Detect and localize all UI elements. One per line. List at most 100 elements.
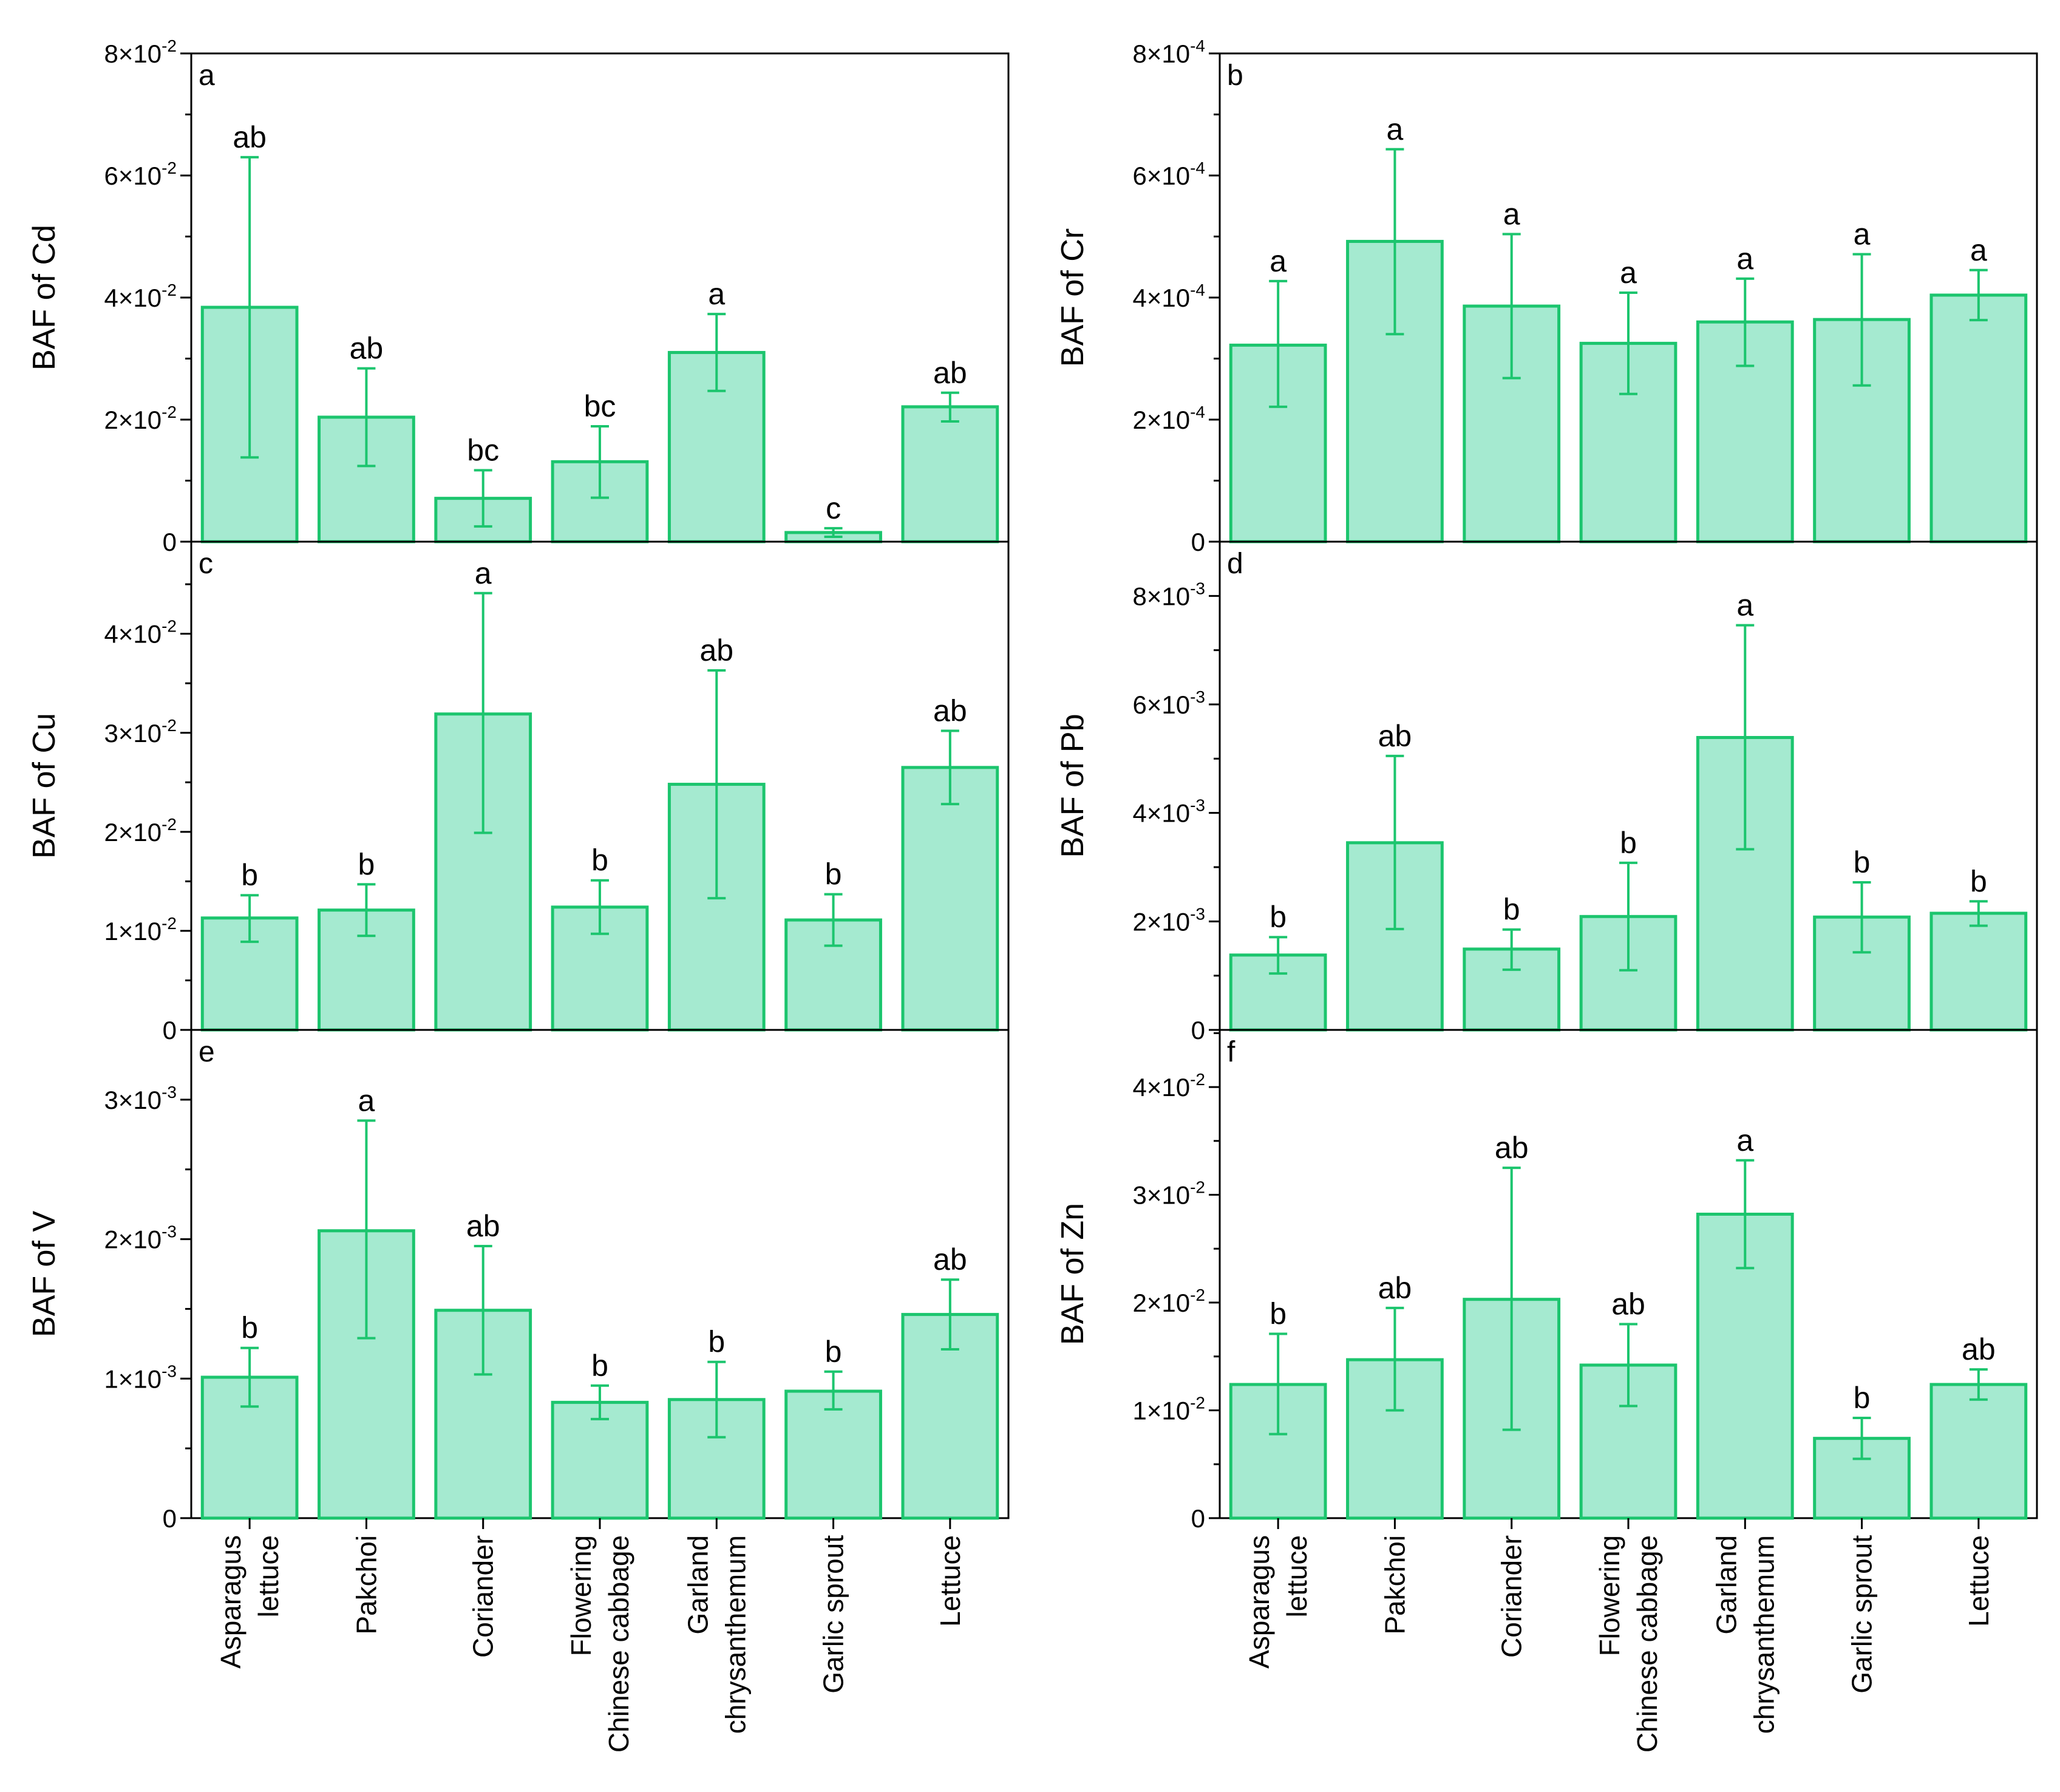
x-category-label: chrysanthemum — [1748, 1535, 1780, 1734]
y-tick-label-exponent: -3 — [1190, 796, 1205, 815]
significance-label: ab — [699, 633, 733, 667]
y-tick-label-mantissa: 0 — [1191, 528, 1205, 556]
x-category-label: Pakchoi — [1379, 1535, 1410, 1635]
y-tick-label: 2×10-2 — [1132, 1286, 1205, 1317]
bar — [551, 1400, 649, 1520]
x-category-label: Coriander — [1496, 1535, 1528, 1658]
y-tick-label: 4×10-2 — [1132, 1070, 1205, 1102]
y-tick-label: 4×10-2 — [104, 617, 177, 649]
significance-label: b — [241, 1311, 258, 1345]
x-category-label: Garlic sprout — [818, 1535, 849, 1694]
significance-label: b — [1620, 826, 1637, 860]
significance-label: b — [1503, 893, 1520, 927]
x-category-label: Flowering — [1594, 1535, 1625, 1656]
y-tick-label-exponent: -2 — [161, 158, 177, 177]
y-tick-label: 6×10-4 — [1132, 158, 1205, 190]
significance-label: b — [1970, 864, 1987, 898]
significance-label: a — [1387, 112, 1404, 146]
significance-label: bc — [584, 389, 616, 423]
y-tick-label-exponent: -2 — [161, 914, 177, 933]
y-tick-label-mantissa: 4×10 — [104, 620, 161, 649]
y-tick-label-mantissa: 8×10 — [1132, 582, 1190, 610]
y-tick-label-mantissa: 0 — [163, 1016, 177, 1044]
y-tick-label: 0 — [163, 528, 177, 556]
y-tick-label-mantissa: 6×10 — [1132, 690, 1190, 719]
y-axis-title: BAF of V — [27, 1211, 62, 1337]
y-tick-label-exponent: -3 — [161, 1361, 177, 1380]
y-tick-label-mantissa: 2×10 — [104, 406, 161, 434]
y-tick-label: 1×10-2 — [1132, 1394, 1205, 1425]
y-tick-label: 8×10-2 — [104, 36, 177, 68]
x-category-label: Garlic sprout — [1846, 1535, 1878, 1694]
x-category-label: lettuce — [1281, 1535, 1313, 1618]
significance-label: ab — [933, 1242, 967, 1276]
y-tick-label-exponent: -3 — [1190, 579, 1205, 598]
y-tick-label-exponent: -2 — [161, 815, 177, 834]
significance-label: b — [591, 843, 608, 877]
panel-letter: e — [199, 1036, 215, 1068]
panel-letter: a — [199, 60, 215, 92]
x-category-label: lettuce — [253, 1535, 284, 1618]
y-tick-label: 4×10-2 — [104, 281, 177, 312]
significance-label: a — [1620, 256, 1637, 290]
y-tick-label-mantissa: 3×10 — [104, 719, 161, 748]
significance-label: b — [1854, 845, 1871, 879]
y-tick-label-mantissa: 3×10 — [104, 1086, 161, 1114]
y-tick-label: 2×10-4 — [1132, 403, 1205, 434]
significance-label: b — [1270, 1297, 1287, 1331]
x-category-label: Lettuce — [1963, 1535, 1994, 1627]
y-tick-label-mantissa: 2×10 — [1132, 406, 1190, 434]
y-tick-label: 0 — [163, 1016, 177, 1044]
x-category-label: Chinese cabbage — [603, 1535, 634, 1753]
y-tick-label-mantissa: 6×10 — [104, 162, 161, 190]
y-axis-title: BAF of Cu — [27, 713, 62, 859]
y-tick-label-mantissa: 1×10 — [104, 917, 161, 945]
y-tick-label: 3×10-3 — [104, 1083, 177, 1114]
y-tick-label-exponent: -2 — [1190, 1286, 1205, 1304]
y-tick-label-mantissa: 2×10 — [104, 1225, 161, 1254]
panel-letter: c — [199, 548, 213, 580]
bar — [901, 766, 999, 1032]
y-tick-label-exponent: -2 — [1190, 1070, 1205, 1089]
y-tick-label: 2×10-3 — [1132, 904, 1205, 936]
y-tick-label: 2×10-3 — [104, 1222, 177, 1254]
y-tick-label: 0 — [1191, 1016, 1205, 1044]
y-tick-label-mantissa: 1×10 — [104, 1364, 161, 1393]
significance-label: ab — [466, 1209, 500, 1243]
y-tick-label: 8×10-3 — [1132, 579, 1205, 610]
significance-label: ab — [1611, 1287, 1645, 1321]
x-category-label: Pakchoi — [350, 1535, 382, 1635]
significance-label: a — [1503, 197, 1520, 231]
x-category-label: Flowering — [565, 1535, 597, 1656]
significance-label: ab — [1378, 1271, 1412, 1305]
panel-letter: d — [1227, 548, 1243, 580]
significance-label: a — [1736, 1123, 1753, 1157]
y-tick-label-mantissa: 8×10 — [1132, 39, 1190, 68]
significance-label: a — [1970, 233, 1987, 267]
significance-label: b — [708, 1325, 725, 1359]
significance-label: b — [1270, 900, 1287, 934]
significance-label: ab — [1495, 1131, 1529, 1165]
x-category-label: Asparagus — [1243, 1535, 1275, 1669]
panel-letter: b — [1227, 60, 1243, 92]
y-tick-label-exponent: -2 — [1190, 1178, 1205, 1197]
significance-label: a — [708, 277, 725, 311]
y-tick-label: 0 — [163, 1504, 177, 1533]
y-tick-label-mantissa: 0 — [163, 528, 177, 556]
significance-label: a — [475, 556, 492, 590]
y-tick-label-exponent: -4 — [1190, 281, 1205, 299]
y-tick-label-exponent: -2 — [161, 36, 177, 55]
y-tick-label: 0 — [1191, 528, 1205, 556]
y-tick-label-mantissa: 2×10 — [1132, 1289, 1190, 1317]
y-tick-label-mantissa: 1×10 — [1132, 1397, 1190, 1425]
x-category-label: Garland — [1710, 1535, 1742, 1635]
y-tick-label: 6×10-3 — [1132, 687, 1205, 719]
y-tick-label: 8×10-4 — [1132, 36, 1205, 68]
y-axis-title: BAF of Pb — [1055, 714, 1090, 858]
significance-label: c — [826, 491, 841, 525]
y-tick-label-mantissa: 2×10 — [104, 818, 161, 847]
significance-label: bc — [467, 433, 499, 467]
